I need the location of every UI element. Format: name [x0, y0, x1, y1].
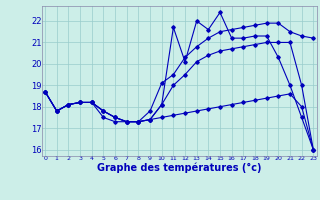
X-axis label: Graphe des températures (°c): Graphe des températures (°c): [97, 162, 261, 173]
